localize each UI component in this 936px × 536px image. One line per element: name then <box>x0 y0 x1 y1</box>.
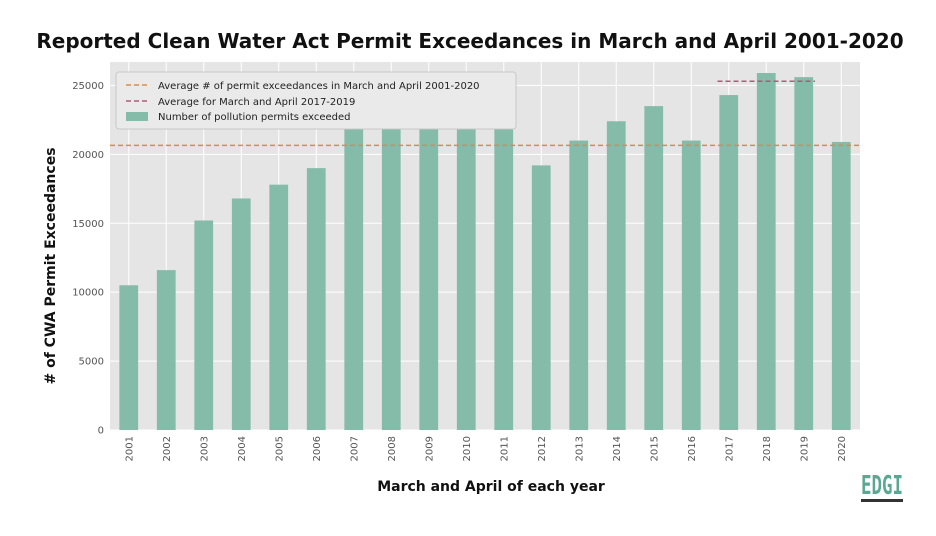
bar <box>344 124 364 431</box>
x-tick-label: 2016 <box>687 436 698 461</box>
bar <box>156 270 176 430</box>
bar <box>306 168 326 431</box>
bar <box>644 106 664 431</box>
edgi-logo-text: EDGI <box>861 471 903 501</box>
bar <box>119 285 139 430</box>
x-tick-label: 2002 <box>162 436 173 461</box>
x-tick-label: 2015 <box>649 436 660 461</box>
reference-lines <box>110 80 860 147</box>
bars <box>119 73 851 431</box>
edgi-logo-underline <box>861 499 903 502</box>
bar <box>456 124 476 431</box>
x-tick-label: 2020 <box>837 436 848 461</box>
x-tick-label: 2013 <box>574 436 585 461</box>
bar <box>719 95 739 431</box>
x-tick-label: 2001 <box>124 436 135 461</box>
x-tick-label: 2008 <box>387 436 398 461</box>
x-axis-label: March and April of each year <box>377 479 605 495</box>
x-tick-label: 2017 <box>724 436 735 461</box>
y-tick-label: 10000 <box>72 288 104 299</box>
x-tick-label: 2019 <box>799 436 810 461</box>
y-tick-label: 15000 <box>72 219 104 230</box>
bar <box>269 184 289 430</box>
x-tick-label: 2010 <box>462 436 473 461</box>
bar <box>794 77 814 431</box>
x-tick-label: 2005 <box>274 436 285 461</box>
y-tick-label: 20000 <box>72 150 104 161</box>
bar <box>231 198 251 430</box>
legend-label-recent-average: Average for March and April 2017-2019 <box>158 97 355 108</box>
y-axis-ticks: 0 5000 10000 15000 20000 25000 <box>72 81 104 437</box>
legend-box <box>115 71 517 130</box>
x-axis-ticks: 2001 2002 2003 2004 2005 2006 2007 2008 2009 2010… <box>124 436 848 461</box>
y-tick-label: 25000 <box>72 81 104 92</box>
x-tick-label: 2011 <box>499 436 510 461</box>
x-tick-label: 2007 <box>349 436 360 461</box>
bar <box>606 121 626 430</box>
bar <box>569 140 589 430</box>
x-tick-label: 2014 <box>612 436 623 461</box>
legend-label-overall-average: Average # of permit exceedances in March… <box>158 81 480 92</box>
bar <box>419 124 439 431</box>
bar <box>756 73 776 430</box>
bar <box>494 124 514 431</box>
x-tick-label: 2009 <box>424 436 435 461</box>
y-axis-label: # of CWA Permit Exceedances <box>43 147 59 384</box>
x-tick-label: 2012 <box>537 436 548 461</box>
y-tick-label: 5000 <box>79 357 104 368</box>
legend: Average # of permit exceedances in March… <box>115 71 517 130</box>
legend-swatch-bars <box>126 112 148 121</box>
legend-label-bars: Number of pollution permits exceeded <box>158 112 351 123</box>
y-tick-label: 0 <box>98 426 104 437</box>
x-tick-label: 2004 <box>237 436 248 461</box>
bar <box>681 140 701 430</box>
x-tick-label: 2018 <box>762 436 773 461</box>
x-tick-label: 2006 <box>312 436 323 461</box>
edgi-logo: EDGI <box>861 471 903 502</box>
bar <box>831 141 851 431</box>
x-tick-label: 2003 <box>199 436 210 461</box>
chart-title: Reported Clean Water Act Permit Exceedan… <box>36 29 903 53</box>
bar <box>194 220 214 430</box>
bar <box>531 165 551 430</box>
bar <box>381 122 401 430</box>
